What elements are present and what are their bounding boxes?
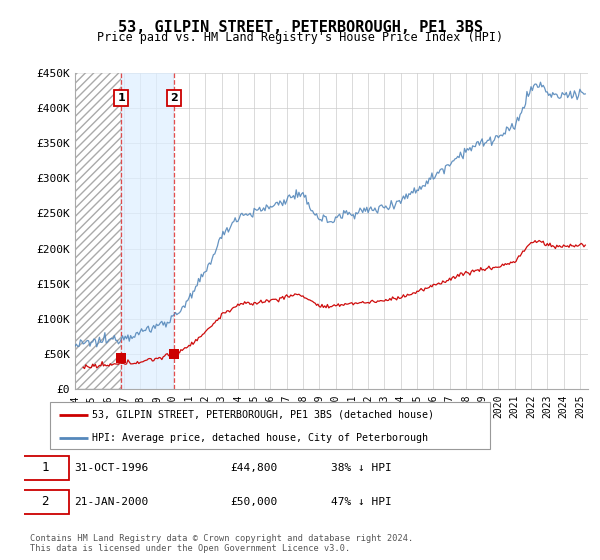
Text: £50,000: £50,000 xyxy=(230,497,278,507)
Text: 53, GILPIN STREET, PETERBOROUGH, PE1 3BS (detached house): 53, GILPIN STREET, PETERBOROUGH, PE1 3BS… xyxy=(92,409,434,419)
Bar xyxy=(121,73,173,389)
Text: £44,800: £44,800 xyxy=(230,463,278,473)
FancyBboxPatch shape xyxy=(21,489,68,514)
FancyBboxPatch shape xyxy=(21,455,68,480)
Text: 2: 2 xyxy=(170,93,178,103)
Text: 1: 1 xyxy=(117,93,125,103)
Text: 31-OCT-1996: 31-OCT-1996 xyxy=(74,463,148,473)
Bar xyxy=(75,73,121,389)
Text: HPI: Average price, detached house, City of Peterborough: HPI: Average price, detached house, City… xyxy=(92,433,428,443)
Text: 53, GILPIN STREET, PETERBOROUGH, PE1 3BS: 53, GILPIN STREET, PETERBOROUGH, PE1 3BS xyxy=(118,20,482,35)
Text: 21-JAN-2000: 21-JAN-2000 xyxy=(74,497,148,507)
Text: 38% ↓ HPI: 38% ↓ HPI xyxy=(331,463,392,473)
Text: 1: 1 xyxy=(41,461,49,474)
Text: 47% ↓ HPI: 47% ↓ HPI xyxy=(331,497,392,507)
Text: Contains HM Land Registry data © Crown copyright and database right 2024.
This d: Contains HM Land Registry data © Crown c… xyxy=(30,534,413,553)
FancyBboxPatch shape xyxy=(50,402,490,449)
Text: Price paid vs. HM Land Registry's House Price Index (HPI): Price paid vs. HM Land Registry's House … xyxy=(97,31,503,44)
Text: 2: 2 xyxy=(41,496,49,508)
